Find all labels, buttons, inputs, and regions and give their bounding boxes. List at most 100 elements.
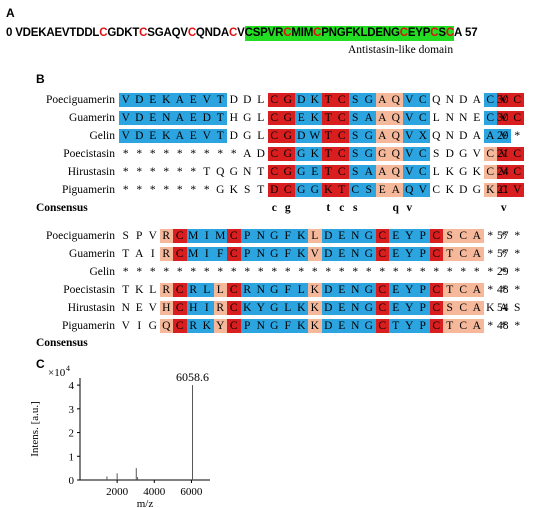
residue-cell: C [173,283,187,297]
residue-cell: C [335,111,349,125]
sequence-segment: PNGFKLDENG [321,26,400,41]
residue-cell: A [173,111,187,125]
sequence-name: Hirustasin [67,302,115,314]
residue-cell: T [122,284,130,296]
residue-cell: K [308,111,322,125]
residue-cell: V [200,93,214,107]
residue-cell: A [499,302,508,314]
residue-cell: G [362,229,376,243]
residue-cell: K [229,184,238,196]
residue-cell: Y [402,301,416,315]
residue-cell: C [483,111,497,125]
residue-cell: S [514,302,521,314]
residue-cell: * [203,184,210,196]
residue-cell: G [459,148,468,160]
residue-cell: * [244,266,251,278]
residue-cell: C [375,301,389,315]
residue-cell: V [148,230,157,242]
residue-cell: F [281,283,295,297]
residue-cell: C [375,283,389,297]
residue-cell: S [443,229,457,243]
residue-cell: S [362,183,376,197]
residue-cell: M [213,229,227,243]
cysteine-residue: C [430,26,439,41]
residue-cell: V [497,165,511,179]
residue-cell: C [173,229,187,243]
residue-count: 21 [497,148,509,160]
sequence-segment: S [438,26,446,41]
sequence-name: Poeciguamerin [46,94,115,106]
residue-cell: T [257,166,265,178]
residue-cell: E [335,283,349,297]
residue-cell: * [122,148,129,160]
residue-cell: C [335,165,349,179]
residue-cell: D [132,93,146,107]
residue-cell: N [254,229,268,243]
residue-cell: * [190,166,197,178]
residue-cell: C [483,93,497,107]
residue-cell: G [148,320,157,332]
consensus-residue: c [339,202,345,214]
residue-cell: N [445,112,454,124]
residue-cell: * [284,266,291,278]
residue-cell: C [267,165,281,179]
residue-cell: C [483,165,497,179]
residue-cell: V [497,93,511,107]
residue-cell: A [472,130,481,142]
sequence-name: Poeciguamerin [46,230,115,242]
residue-cell: E [335,229,349,243]
residue-cell: * [136,184,143,196]
cysteine-residue: C [445,26,454,41]
residue-cell: E [135,302,143,314]
residue-cell: * [136,166,143,178]
antistasin-domain-label: Antistasin-like domain [348,44,454,56]
residue-cell: D [459,94,468,106]
residue-cell: R [159,247,173,261]
sequence-end-number: 57 [462,27,478,39]
residue-cell: * [392,266,399,278]
residue-cell: A [472,94,481,106]
residue-count: 30 [497,94,509,106]
cysteine-residue: C [313,26,322,41]
residue-cell: C [510,93,524,107]
sequence-name: Guamerin [69,248,115,260]
residue-cell: A [389,183,403,197]
residue-cell: S [443,301,457,315]
residue-cell: T [213,111,227,125]
residue-cell: * [487,248,494,260]
residue-cell: * [257,266,264,278]
sequence-name: Piguamerin [61,184,115,196]
residue-cell: * [365,266,372,278]
residue-cell: T [335,183,349,197]
residue-cell: * [352,266,359,278]
residue-cell: * [136,148,143,160]
residue-cell: C [227,301,241,315]
residue-cell: G [294,165,308,179]
panel-b-label: B [36,72,45,86]
sequence-name: Piguamerin [61,320,115,332]
sequence-name: Poecistasin [63,284,115,296]
residue-cell: * [163,184,170,196]
y-tick-label: 1 [69,451,75,463]
residue-cell: F [281,319,295,333]
consensus-residue: v [500,202,507,214]
residue-cell: C [416,93,430,107]
residue-cell: D [267,183,281,197]
residue-cell: * [122,266,129,278]
residue-cell: K [294,301,308,315]
residue-cell: G [362,283,376,297]
residue-cell: * [190,184,197,196]
residue-cell: Y [213,319,227,333]
residue-cell: P [416,283,430,297]
residue-cell: * [122,166,129,178]
residue-cell: * [203,148,210,160]
residue-cell: A [375,111,389,125]
residue-cell: * [163,166,170,178]
residue-cell: A [135,248,144,260]
residue-cell: D [321,301,335,315]
residue-cell: C [429,283,443,297]
residue-cell: C [227,283,241,297]
residue-cell: K [200,319,214,333]
residue-cell: Y [402,283,416,297]
residue-cell: * [514,230,521,242]
